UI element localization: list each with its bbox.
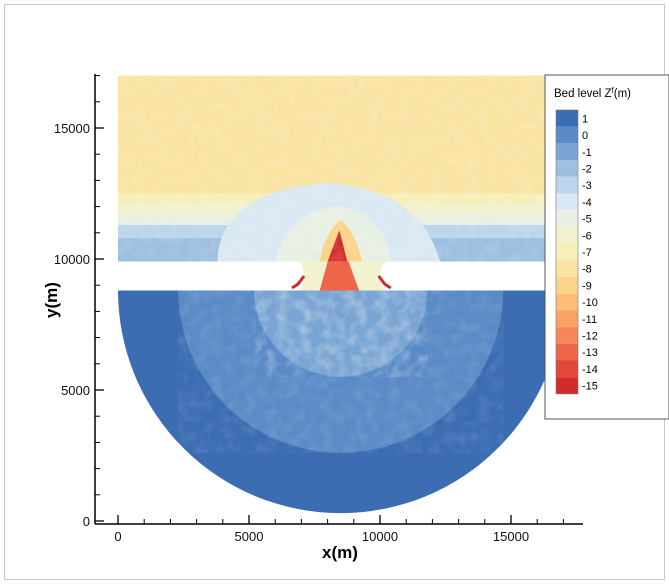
legend-swatch — [556, 176, 578, 194]
legend-swatch — [556, 110, 578, 127]
legend-label: -12 — [582, 330, 598, 342]
legend-label: -5 — [582, 214, 592, 226]
legend-label: -11 — [582, 314, 597, 326]
legend-swatch — [556, 277, 578, 294]
legend-swatch — [556, 310, 578, 328]
legend-label: 1 — [582, 113, 588, 125]
legend-swatch — [556, 126, 578, 144]
y-tick-label: 0 — [83, 514, 90, 529]
legend-label: -10 — [582, 297, 598, 309]
legend-swatch — [556, 360, 578, 378]
legend-label: -15 — [582, 381, 598, 393]
legend-swatch — [556, 327, 578, 344]
legend-swatch — [556, 143, 578, 161]
legend-label: -13 — [582, 347, 598, 359]
bed-level-field — [118, 75, 564, 514]
y-tick-label: 15000 — [54, 121, 90, 136]
legend-swatch — [556, 293, 578, 311]
legend-title: Bed level Zf(m) — [554, 86, 631, 100]
legend-swatch — [556, 377, 578, 394]
legend-swatch — [556, 193, 578, 211]
barrier-island-west — [118, 261, 305, 291]
axes: 0 5000 10000 15000 0 5000 10000 15000 x(m) y(m) — [42, 74, 583, 562]
legend-label: -9 — [582, 280, 592, 292]
y-tick-label: 5000 — [61, 383, 90, 398]
legend-swatch — [556, 210, 578, 227]
lagoon-texture — [118, 75, 564, 262]
scour-west — [291, 275, 306, 290]
legend-swatch — [556, 160, 578, 177]
legend-label: 0 — [582, 130, 588, 142]
x-tick-label: 5000 — [235, 529, 264, 544]
x-tick-label: 0 — [114, 529, 121, 544]
legend-colorbar-outline — [555, 109, 579, 395]
legend-label: -2 — [582, 163, 592, 175]
legend-swatch — [556, 226, 578, 244]
legend: Bed level Zf(m) 1 0 -1 -2 -3 -4 -5 -6 -7 -8 -9 -10 -1… — [544, 74, 669, 420]
legend-label: -6 — [582, 230, 592, 242]
inlet-channel — [319, 261, 360, 291]
legend-label: -14 — [582, 364, 598, 376]
legend-label: -7 — [582, 247, 592, 259]
legend-swatch — [556, 260, 578, 277]
legend-swatch — [556, 343, 578, 361]
barrier-island-east — [380, 261, 564, 291]
sea-texture-outer — [178, 290, 504, 453]
legend-label: -1 — [582, 147, 592, 159]
legend-label: -3 — [582, 180, 592, 192]
legend-label: -4 — [582, 197, 592, 209]
legend-swatch — [556, 243, 578, 261]
legend-label: -8 — [582, 264, 592, 276]
y-axis-title: y(m) — [42, 282, 61, 318]
x-tick-label: 15000 — [493, 529, 529, 544]
x-tick-label: 10000 — [362, 529, 398, 544]
x-axis-title: x(m) — [322, 543, 358, 562]
scour-east — [377, 275, 392, 290]
y-tick-label: 10000 — [54, 252, 90, 267]
